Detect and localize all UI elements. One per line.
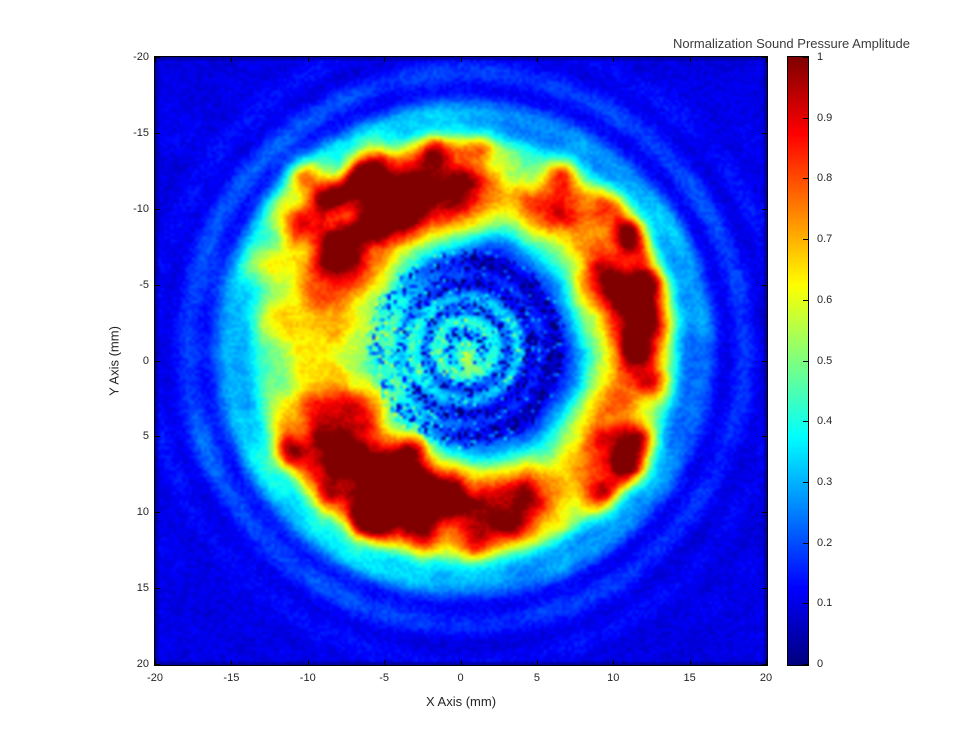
x-tick-label: 0 xyxy=(457,672,464,684)
colorbar-tick-label: 0.5 xyxy=(817,354,833,367)
colorbar-tick xyxy=(803,603,808,605)
x-tick xyxy=(766,660,767,665)
y-tick xyxy=(762,132,767,134)
colorbar-tick xyxy=(803,299,808,301)
y-tick xyxy=(762,57,767,58)
y-tick xyxy=(762,512,767,514)
y-tick xyxy=(155,512,160,514)
y-tick xyxy=(762,284,767,286)
colorbar-tick-label: 0.7 xyxy=(817,233,833,246)
x-tick-label: 10 xyxy=(607,672,620,684)
y-tick-label: 15 xyxy=(136,582,149,595)
colorbar-tick-label: 0.6 xyxy=(817,293,833,306)
y-tick-label: -5 xyxy=(139,278,149,291)
x-tick xyxy=(307,57,309,62)
heatmap-image xyxy=(155,57,767,665)
x-tick xyxy=(689,57,691,62)
y-tick xyxy=(762,208,767,210)
y-tick xyxy=(155,664,160,665)
x-tick xyxy=(460,57,462,62)
x-tick xyxy=(613,57,615,62)
x-axis-label: X Axis (mm) xyxy=(425,694,497,709)
x-tick xyxy=(536,57,538,62)
x-tick xyxy=(613,660,615,665)
colorbar-tick xyxy=(803,481,808,483)
y-tick-label: -20 xyxy=(133,51,149,63)
x-tick xyxy=(231,660,233,665)
colorbar-tick-label: 0.9 xyxy=(817,111,833,124)
x-tick xyxy=(536,660,538,665)
y-tick-label: -15 xyxy=(133,126,149,139)
colorbar-tick xyxy=(803,421,808,423)
x-tick xyxy=(155,660,156,665)
y-tick-label: 20 xyxy=(136,658,149,670)
y-tick xyxy=(155,284,160,286)
colorbar-tick xyxy=(803,178,808,180)
y-tick xyxy=(762,588,767,590)
y-tick xyxy=(762,360,767,362)
y-tick xyxy=(155,436,160,438)
y-tick xyxy=(155,360,160,362)
y-tick-label: 0 xyxy=(142,354,149,367)
colorbar-tick xyxy=(803,664,808,665)
colorbar-tick-label: 0.1 xyxy=(817,597,833,610)
y-tick-label: -10 xyxy=(133,202,149,215)
y-tick xyxy=(762,664,767,665)
colorbar-tick xyxy=(803,117,808,119)
colorbar-tick-label: 0.3 xyxy=(817,475,833,488)
x-tick xyxy=(384,57,386,62)
chart-title: Normalization Sound Pressure Amplitude xyxy=(672,36,910,51)
colorbar-tick-label: 1 xyxy=(817,51,824,63)
colorbar-gradient xyxy=(788,57,808,665)
y-tick xyxy=(155,57,160,58)
x-tick xyxy=(307,660,309,665)
y-tick-label: 10 xyxy=(136,506,149,519)
y-tick-label: 5 xyxy=(142,430,149,443)
colorbar-tick xyxy=(803,57,808,58)
x-tick-label: -20 xyxy=(147,672,163,684)
colorbar-tick xyxy=(803,542,808,544)
x-tick-label: 5 xyxy=(533,672,540,684)
colorbar-tick-label: 0 xyxy=(817,658,824,670)
y-tick xyxy=(155,208,160,210)
x-tick xyxy=(155,57,156,62)
x-tick-label: -15 xyxy=(223,672,240,684)
x-tick xyxy=(766,57,767,62)
x-tick-label: -5 xyxy=(379,672,390,684)
x-tick-label: -10 xyxy=(299,672,316,684)
colorbar-tick-label: 0.4 xyxy=(817,415,833,428)
x-tick xyxy=(231,57,233,62)
x-tick xyxy=(460,660,462,665)
colorbar-tick xyxy=(803,360,808,362)
colorbar-tick xyxy=(803,239,808,241)
colorbar-tick-label: 0.8 xyxy=(817,172,833,185)
x-tick xyxy=(384,660,386,665)
colorbar-tick-label: 0.2 xyxy=(817,536,833,549)
y-tick xyxy=(762,436,767,438)
x-tick xyxy=(689,660,691,665)
y-tick xyxy=(155,132,160,134)
x-tick-label: 20 xyxy=(759,672,773,684)
y-tick xyxy=(155,588,160,590)
x-tick-label: 15 xyxy=(683,672,696,684)
